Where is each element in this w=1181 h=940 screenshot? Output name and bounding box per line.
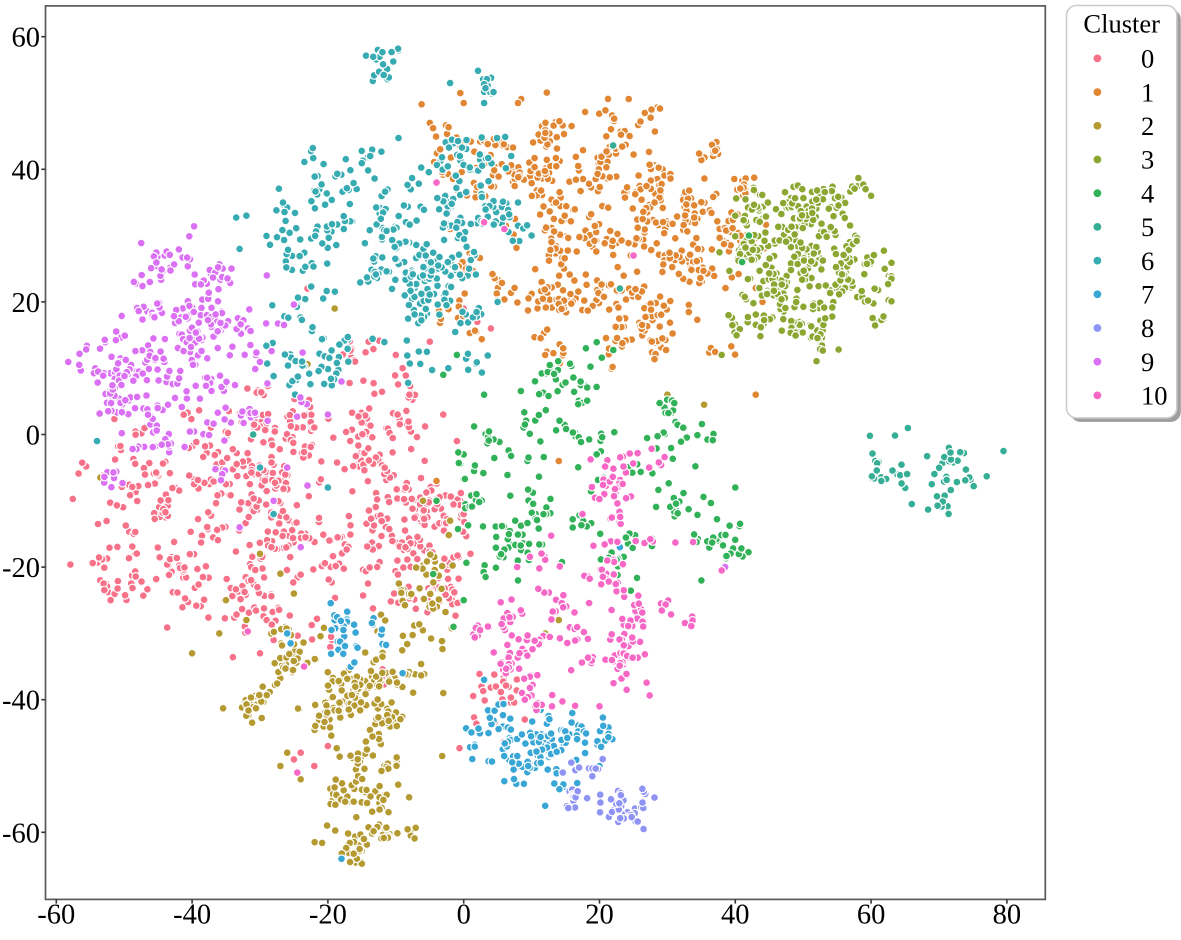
svg-text:3: 3 xyxy=(1141,145,1154,175)
svg-text:60: 60 xyxy=(857,900,886,931)
svg-text:5: 5 xyxy=(1141,212,1154,242)
svg-text:-40: -40 xyxy=(173,900,211,931)
svg-text:20: 20 xyxy=(585,900,614,931)
svg-text:60: 60 xyxy=(12,23,41,54)
svg-text:-20: -20 xyxy=(2,553,40,584)
svg-text:0: 0 xyxy=(1141,44,1154,74)
svg-text:2: 2 xyxy=(1141,111,1154,141)
svg-text:80: 80 xyxy=(993,900,1022,931)
svg-text:40: 40 xyxy=(12,155,41,186)
svg-text:20: 20 xyxy=(12,288,41,319)
svg-text:7: 7 xyxy=(1141,280,1154,310)
svg-text:40: 40 xyxy=(721,900,750,931)
svg-text:-60: -60 xyxy=(37,900,75,931)
svg-text:4: 4 xyxy=(1141,178,1154,208)
svg-text:8: 8 xyxy=(1141,313,1154,343)
svg-text:0: 0 xyxy=(26,421,40,452)
svg-text:9: 9 xyxy=(1141,347,1154,377)
svg-text:6: 6 xyxy=(1141,246,1154,276)
svg-text:Cluster: Cluster xyxy=(1083,9,1160,39)
svg-text:-60: -60 xyxy=(2,818,40,849)
svg-text:1: 1 xyxy=(1141,77,1154,107)
svg-text:-20: -20 xyxy=(309,900,347,931)
svg-text:10: 10 xyxy=(1141,381,1168,411)
svg-text:0: 0 xyxy=(457,900,471,931)
svg-text:-40: -40 xyxy=(2,686,40,717)
